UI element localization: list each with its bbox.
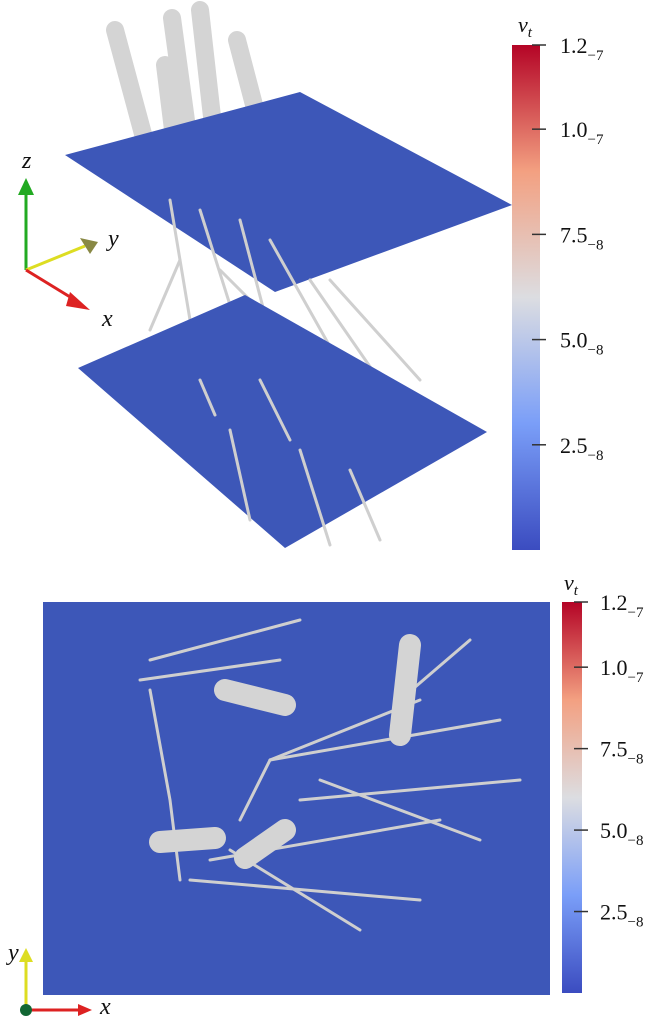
tick-mantissa: 7.5 bbox=[600, 737, 628, 762]
colorbar bbox=[512, 45, 540, 550]
tick-exponent: −8 bbox=[628, 752, 644, 768]
tick-exponent: −7 bbox=[588, 132, 604, 148]
tick-mantissa: 7.5 bbox=[560, 222, 588, 247]
tick-exponent: −8 bbox=[588, 448, 604, 464]
tick-mantissa: 5.0 bbox=[600, 818, 628, 843]
tick-mantissa: 1.0 bbox=[560, 117, 588, 142]
scene-3d bbox=[65, 10, 512, 548]
tick-mantissa: 2.5 bbox=[600, 900, 628, 925]
axis-label: x bbox=[101, 306, 113, 332]
tick-exponent: −7 bbox=[628, 605, 644, 621]
tick-label: 5.0−8 bbox=[560, 328, 603, 359]
tick-exponent: −8 bbox=[588, 237, 604, 253]
axis-label: y bbox=[6, 940, 19, 966]
tick-exponent: −8 bbox=[588, 343, 604, 359]
colorbar-title: νt bbox=[564, 570, 579, 599]
tick-label: 1.0−7 bbox=[560, 117, 604, 148]
tick-label: 1.2−7 bbox=[560, 33, 604, 64]
tick-label: 1.2−7 bbox=[600, 590, 644, 621]
colorbar-symbol: ν bbox=[518, 12, 528, 37]
figure: νt1.2−71.0−77.5−85.0−82.5−8zyxνt1.2−71.0… bbox=[0, 0, 657, 1023]
tick-mantissa: 1.0 bbox=[600, 655, 628, 680]
tick-label: 7.5−8 bbox=[560, 222, 603, 253]
axis-label: x bbox=[99, 994, 111, 1020]
axis-label: y bbox=[106, 226, 119, 252]
tick-label: 2.5−8 bbox=[560, 433, 603, 464]
axis-label: z bbox=[21, 148, 32, 174]
tick-mantissa: 2.5 bbox=[560, 433, 588, 458]
tick-label: 5.0−8 bbox=[600, 818, 643, 849]
tick-label: 7.5−8 bbox=[600, 737, 643, 768]
scene-top-view bbox=[43, 602, 550, 995]
tick-exponent: −7 bbox=[628, 670, 644, 686]
tick-exponent: −7 bbox=[588, 48, 604, 64]
tick-label: 1.0−7 bbox=[600, 655, 644, 686]
tick-label: 2.5−8 bbox=[600, 900, 643, 931]
tick-exponent: −8 bbox=[628, 915, 644, 931]
axis-triad bbox=[18, 178, 98, 310]
tick-exponent: −8 bbox=[628, 833, 644, 849]
colorbar bbox=[562, 602, 582, 993]
tick-mantissa: 1.2 bbox=[560, 33, 588, 58]
colorbar-title: νt bbox=[518, 12, 533, 41]
tick-mantissa: 5.0 bbox=[560, 328, 588, 353]
colorbar-subscript: t bbox=[574, 583, 579, 599]
colorbar-symbol: ν bbox=[564, 570, 574, 595]
colorbar-subscript: t bbox=[528, 25, 533, 41]
tick-mantissa: 1.2 bbox=[600, 590, 628, 615]
slice-plane bbox=[78, 295, 487, 548]
